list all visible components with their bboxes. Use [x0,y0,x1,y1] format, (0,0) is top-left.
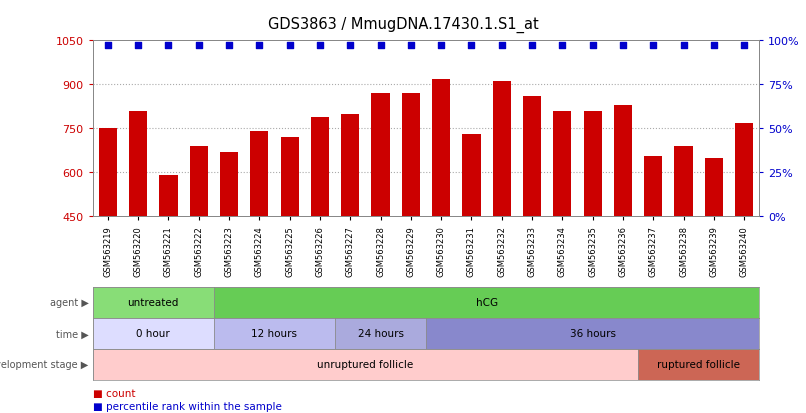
Text: hCG: hCG [476,297,497,308]
Bar [250,132,268,349]
Point [434,43,447,49]
Point [253,43,266,49]
Text: time ▶: time ▶ [56,328,89,339]
Bar [426,318,759,349]
Bar [463,135,480,349]
Point [586,43,599,49]
Bar [311,117,329,349]
Bar [93,349,638,380]
Point [162,43,175,49]
Bar [638,349,759,380]
Point [222,43,235,49]
Point [737,43,750,49]
Text: ■ percentile rank within the sample: ■ percentile rank within the sample [93,401,281,411]
Text: agent ▶: agent ▶ [50,297,89,308]
Bar [99,129,117,349]
Point [344,43,357,49]
Point [708,43,721,49]
Point [556,43,569,49]
Bar [214,287,759,318]
Bar [160,176,177,349]
Point [193,43,206,49]
Text: ruptured follicle: ruptured follicle [657,359,740,370]
Bar [614,106,632,349]
Bar [93,287,214,318]
Point [646,43,659,49]
Text: untreated: untreated [127,297,179,308]
Bar [432,79,451,349]
Bar [372,94,389,349]
Bar [93,318,214,349]
Text: unruptured follicle: unruptured follicle [318,359,413,370]
Point [405,43,418,49]
Point [617,43,629,49]
Bar [341,114,359,349]
Text: GDS3863 / MmugDNA.17430.1.S1_at: GDS3863 / MmugDNA.17430.1.S1_at [268,17,538,33]
Text: 24 hours: 24 hours [358,328,404,339]
Bar [214,318,335,349]
Text: 0 hour: 0 hour [136,328,170,339]
Text: development stage ▶: development stage ▶ [0,359,89,370]
Bar [523,97,541,349]
Bar [584,112,602,349]
Bar [220,152,238,349]
Point [677,43,690,49]
Bar [280,138,299,349]
Bar [129,112,147,349]
Bar [735,123,753,349]
Text: 36 hours: 36 hours [570,328,616,339]
Bar [675,147,692,349]
Point [465,43,478,49]
Bar [704,158,723,349]
Text: ■ count: ■ count [93,388,135,398]
Point [374,43,387,49]
Point [526,43,538,49]
Point [495,43,508,49]
Bar [189,147,208,349]
Bar [644,157,663,349]
Bar [492,82,511,349]
Point [314,43,326,49]
Bar [401,94,420,349]
Bar [553,112,571,349]
Text: 12 hours: 12 hours [251,328,297,339]
Point [283,43,296,49]
Point [102,43,114,49]
Point [131,43,144,49]
Bar [335,318,426,349]
